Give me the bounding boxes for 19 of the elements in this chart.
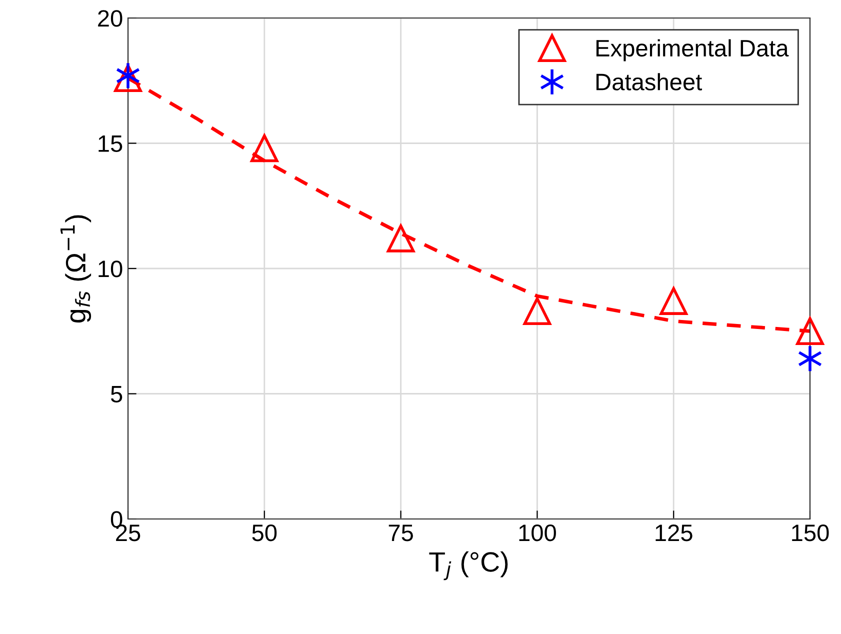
y-tick-label: 5 xyxy=(110,386,122,403)
x-tick-label: 75 xyxy=(388,524,413,542)
x-tick-label: 150 xyxy=(792,524,829,542)
legend-label: Datasheet xyxy=(596,73,702,90)
y-tick-label: 10 xyxy=(98,260,122,278)
y-axis-title: g$_{fs}$ (Ω$^{−1}$) xyxy=(60,215,92,322)
point xyxy=(796,317,824,346)
x-axis-title: T$_{j}$ (°C) xyxy=(429,551,508,580)
point xyxy=(250,134,278,162)
x-tick-label: 100 xyxy=(519,524,556,542)
legend-label: Experimental Data xyxy=(596,39,789,62)
y-tick-label: 20 xyxy=(98,10,122,27)
y-tick-label: 15 xyxy=(98,136,122,152)
point xyxy=(523,297,552,325)
point xyxy=(798,344,822,373)
x-tick-label: 125 xyxy=(656,524,692,542)
point xyxy=(386,224,415,252)
point xyxy=(660,287,688,315)
x-tick-label: 50 xyxy=(252,524,277,542)
